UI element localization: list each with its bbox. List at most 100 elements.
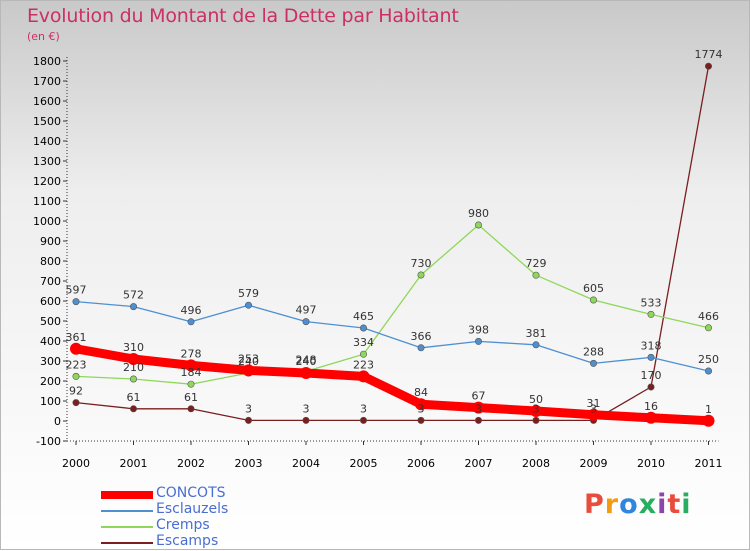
data-label-esclauzels: 250 — [698, 353, 719, 366]
data-point-esclauzels — [245, 301, 253, 309]
y-tick-label: 1800 — [33, 55, 61, 68]
x-tick-label: 2001 — [120, 457, 148, 470]
x-tick-label: 2003 — [235, 457, 263, 470]
data-label-cremps: 223 — [66, 358, 87, 371]
data-label-cremps: 334 — [353, 336, 374, 349]
data-point-concots — [127, 353, 140, 365]
data-point-esclauzels — [130, 303, 138, 311]
data-point-esclauzels — [589, 359, 597, 367]
data-point-esclauzels — [302, 318, 310, 326]
data-label-esclauzels: 366 — [411, 330, 432, 343]
y-tick-label: 1500 — [33, 115, 61, 128]
data-point-escamps — [704, 62, 712, 70]
data-label-cremps: 533 — [641, 296, 662, 309]
data-label-esclauzels: 465 — [353, 310, 374, 323]
data-label-esclauzels: 572 — [123, 289, 144, 302]
data-point-cremps — [187, 380, 195, 388]
data-point-escamps — [72, 399, 80, 407]
data-label-escamps: 3 — [533, 402, 540, 415]
data-point-cremps — [474, 221, 482, 229]
data-label-escamps: 92 — [69, 385, 83, 398]
data-point-escamps — [245, 416, 253, 424]
data-label-concots: 31 — [587, 397, 601, 410]
data-label-cremps: 980 — [468, 207, 489, 220]
x-tick-label: 2004 — [292, 457, 320, 470]
data-label-escamps: 3 — [245, 402, 252, 415]
y-tick-label: 100 — [40, 395, 61, 408]
data-point-escamps — [302, 416, 310, 424]
chart-title: Evolution du Montant de la Dette par Hab… — [27, 5, 459, 27]
data-point-escamps — [532, 416, 540, 424]
data-point-esclauzels — [704, 367, 712, 375]
data-label-concots: 240 — [296, 355, 317, 368]
y-tick-label: 1700 — [33, 75, 61, 88]
data-label-concots: 361 — [66, 331, 87, 344]
data-label-esclauzels: 597 — [66, 284, 87, 297]
y-tick-label: 300 — [40, 355, 61, 368]
x-tick-label: 2009 — [580, 457, 608, 470]
data-point-concots — [702, 414, 715, 427]
data-label-cremps: 248 — [296, 353, 317, 366]
data-label-escamps: 3 — [590, 402, 597, 415]
data-label-cremps: 240 — [238, 355, 259, 368]
x-tick-label: 2002 — [177, 457, 205, 470]
data-point-escamps — [647, 383, 655, 391]
data-point-esclauzels — [474, 337, 482, 345]
y-tick-label: 1300 — [33, 155, 61, 168]
legend-swatch — [101, 491, 153, 499]
data-label-cremps: 466 — [698, 310, 719, 323]
data-point-escamps — [474, 416, 482, 424]
data-label-esclauzels: 497 — [296, 304, 317, 317]
series-group — [70, 62, 715, 427]
data-label-escamps: 170 — [641, 369, 662, 382]
data-label-escamps: 61 — [184, 391, 198, 404]
data-label-concots: 67 — [472, 390, 486, 403]
data-label-escamps: 3 — [303, 402, 310, 415]
data-label-concots: 1 — [705, 403, 712, 416]
y-tick-label: -100 — [36, 435, 61, 448]
y-tick-label: 800 — [40, 255, 61, 268]
legend-label: Cremps — [156, 517, 210, 533]
y-tick-label: 0 — [54, 415, 61, 428]
data-label-concots: 253 — [238, 352, 259, 365]
data-point-escamps — [359, 416, 367, 424]
chart-unit-label: (en €) — [27, 30, 60, 43]
data-point-escamps — [417, 416, 425, 424]
data-label-concots: 310 — [123, 341, 144, 354]
data-label-concots: 16 — [644, 400, 658, 413]
data-label-cremps: 729 — [526, 257, 547, 270]
data-label-concots: 84 — [414, 386, 428, 399]
legend-swatch — [101, 542, 153, 544]
data-label-escamps: 61 — [127, 391, 141, 404]
x-tick-label: 2007 — [465, 457, 493, 470]
data-point-concots — [300, 367, 312, 379]
data-point-concots — [357, 370, 370, 383]
legend-label: Escamps — [156, 533, 219, 549]
data-label-cremps: 184 — [181, 366, 202, 379]
y-tick-label: 1600 — [33, 95, 61, 108]
data-label-esclauzels: 318 — [641, 339, 662, 352]
data-point-esclauzels — [72, 298, 80, 306]
series-line-concots — [71, 344, 713, 426]
data-point-cremps — [417, 271, 425, 279]
data-point-cremps — [359, 350, 367, 358]
data-label-cremps: 605 — [583, 282, 604, 295]
data-label-cremps: 210 — [123, 361, 144, 374]
series-line-cremps — [75, 224, 710, 385]
x-tick-label: 2010 — [637, 457, 665, 470]
y-tick-label: 200 — [40, 375, 61, 388]
data-point-concots — [185, 359, 197, 372]
data-point-esclauzels — [417, 344, 425, 352]
data-point-cremps — [72, 372, 80, 380]
data-label-escamps: 3 — [475, 402, 482, 415]
data-point-cremps — [130, 375, 138, 383]
y-tick-label: 700 — [40, 275, 61, 288]
y-tick-label: 400 — [40, 335, 61, 348]
legend-swatch — [101, 510, 153, 512]
data-label-concots: 223 — [353, 358, 374, 371]
data-point-concots — [472, 401, 485, 414]
data-point-cremps — [589, 296, 597, 304]
y-tick-label: 500 — [40, 315, 61, 328]
data-point-esclauzels — [359, 324, 367, 332]
